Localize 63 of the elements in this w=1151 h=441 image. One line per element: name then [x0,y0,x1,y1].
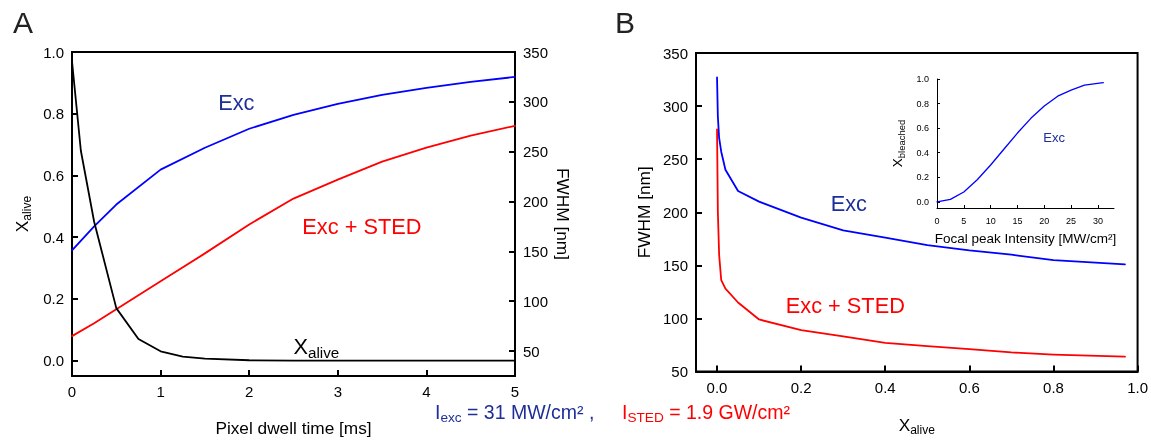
y2-tick-label: 100 [523,292,549,310]
y-tick-label: 350 [662,44,688,62]
y-tick-label: 150 [662,256,688,274]
x-tick-label: 5 [961,215,967,226]
y2-tick-label: 200 [523,193,549,211]
y-tick-label: 0.6 [43,166,64,184]
line-series [716,76,1126,266]
y-axis-title: FWHM [nm] [633,166,654,259]
x-axis-title: Pixel dwell time [ms] [215,417,372,438]
y-tick-label: 200 [662,203,688,221]
x-tick-label: 20 [1039,215,1050,226]
y2-tick-label: 150 [523,242,549,260]
series-label: Exc [218,89,255,115]
x-tick-label: 10 [985,215,996,226]
y-tick-label: 0.4 [916,147,929,158]
chart-title: A [13,5,34,39]
y-tick-label: 0.8 [916,98,929,109]
line-series [936,82,1104,203]
line-series [71,76,516,252]
x-tick-label: 0 [67,383,77,400]
x-tick-label: 1 [156,383,165,400]
line-series [71,124,516,338]
x-tick-label: 0.0 [706,378,728,396]
y2-tick-label: 300 [523,93,549,111]
x-tick-label: 5 [510,383,520,400]
y2-tick-label: 50 [523,342,540,360]
x-tick-label: 0.8 [1043,378,1064,396]
y-tick-label: 0.2 [43,290,64,308]
x-tick-label: 0.6 [958,378,980,396]
y-axis-title: Xalive [12,195,34,233]
y2-tick-label: 350 [523,43,549,61]
y-tick-label: 0.8 [43,105,64,123]
y2-tick-label: 250 [523,143,549,161]
y-tick-label: 0.6 [916,123,929,134]
x-tick-label: 0.2 [790,378,812,396]
y-tick-label: 1.0 [43,43,64,61]
x-tick-label: 15 [1012,215,1023,226]
y-tick-label: 50 [671,363,688,381]
y2-axis-title: FWHM [nm] [552,168,573,260]
y-tick-label: 1.0 [916,74,929,84]
series-label: Exc [830,190,868,216]
y-tick-label: 0.4 [43,228,64,246]
x-tick-label: 1.0 [1127,378,1148,396]
y-tick-label: 0.0 [43,352,64,370]
chart-title: B [615,5,636,39]
x-tick-label: 0 [934,215,940,226]
y-tick-label: 300 [662,97,688,115]
x-axis-title: Focal peak Intensity [MW/cm²] [934,230,1117,246]
x-tick-label: 0.4 [874,378,896,396]
x-tick-label: 30 [1092,215,1103,226]
x-tick-label: 4 [422,383,431,400]
series-label: Exc + STED [302,213,422,239]
x-tick-label: 2 [245,383,254,400]
x-tick-label: 3 [333,383,342,400]
series-label: Exc + STED [785,293,905,319]
line-series [71,60,516,362]
series-label: Exc [1043,130,1066,145]
y-axis-title: Xbleached [889,119,907,168]
y-tick-label: 100 [662,309,688,327]
y-tick-label: 250 [662,150,688,168]
x-tick-label: 25 [1066,215,1077,226]
y-tick-label: 0.0 [916,196,929,207]
y-tick-label: 0.2 [916,172,929,183]
